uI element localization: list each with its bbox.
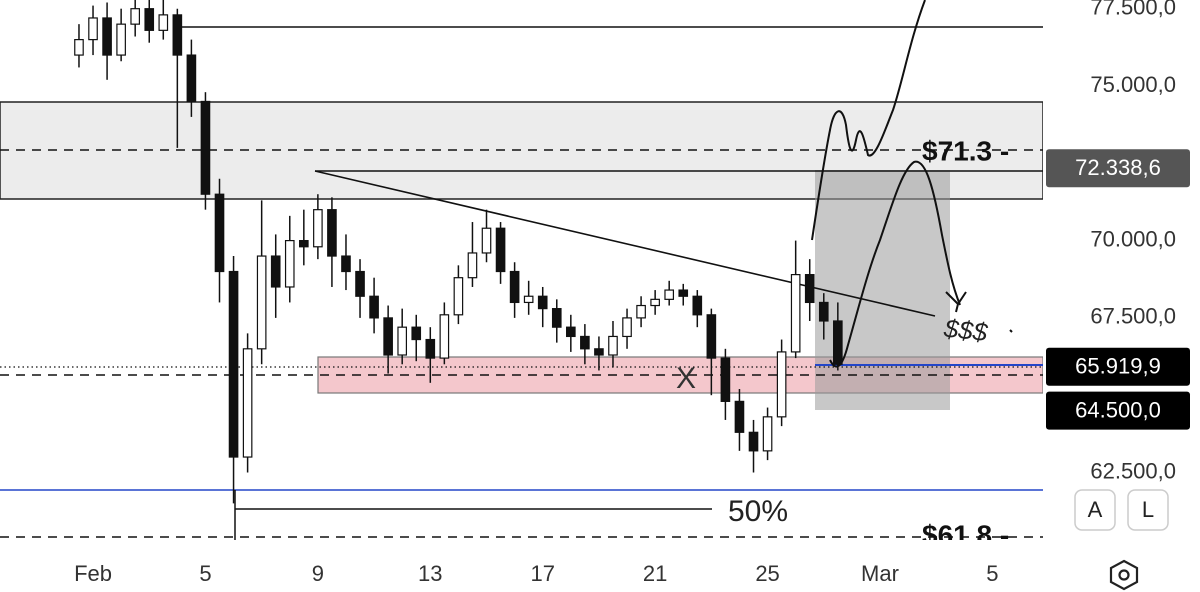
scale-button-label[interactable]: L bbox=[1142, 497, 1154, 522]
x-tick-label: 17 bbox=[530, 561, 554, 586]
y-tick-label: 77.500,0 bbox=[1090, 0, 1176, 20]
plot-area: $71.3 - $61.8 - 50% X $$$ bbox=[0, 0, 1043, 550]
x-tick-label: 5 bbox=[986, 561, 998, 586]
candle-body bbox=[790, 274, 801, 353]
candle-body bbox=[327, 209, 337, 257]
candle-body bbox=[284, 239, 295, 288]
candle-body bbox=[172, 14, 183, 56]
candle-body bbox=[776, 351, 787, 418]
projection-box bbox=[815, 170, 950, 410]
candle-body bbox=[88, 17, 98, 41]
candle-body bbox=[678, 289, 689, 297]
annotations: $71.3 - $61.8 - 50% X $$$ bbox=[676, 135, 1009, 550]
candle-body bbox=[748, 431, 759, 452]
hand-drawn-path bbox=[811, 0, 926, 241]
hand-drawn-dot bbox=[1009, 329, 1013, 333]
candle-body bbox=[664, 289, 675, 300]
candle-body bbox=[453, 277, 464, 316]
y-tick-label: 62.500,0 bbox=[1090, 458, 1176, 483]
candle-body bbox=[228, 270, 239, 458]
x-tick-label: 9 bbox=[312, 561, 324, 586]
price-label: 64.500,0 bbox=[1075, 397, 1161, 422]
candle-body bbox=[369, 295, 379, 319]
candle-body bbox=[425, 338, 436, 359]
y-tick-label: 75.000,0 bbox=[1090, 72, 1176, 97]
candle-body bbox=[158, 14, 169, 31]
trend-line bbox=[314, 170, 936, 317]
candle-body bbox=[481, 227, 492, 254]
candle-body bbox=[636, 304, 646, 319]
price-label-box bbox=[1046, 391, 1190, 430]
annotation: X bbox=[676, 362, 696, 395]
candle-body bbox=[580, 335, 590, 350]
candle-body bbox=[439, 314, 450, 359]
annotation: $$$ bbox=[942, 313, 990, 348]
candle-body bbox=[566, 326, 576, 338]
y-axis: 77.500,0 75.000,0 70.000,0 67.500,0 62.500,0… bbox=[1046, 0, 1190, 483]
x-tick-label: 25 bbox=[755, 561, 779, 586]
candle-body bbox=[734, 400, 745, 433]
candle-body bbox=[397, 326, 408, 356]
candle-body bbox=[102, 17, 112, 56]
candle-body bbox=[537, 295, 548, 310]
scale-button[interactable] bbox=[1127, 489, 1169, 531]
hand-drawn-mark bbox=[945, 291, 967, 313]
candle-body bbox=[270, 255, 281, 288]
candle-body bbox=[144, 8, 155, 31]
x-tick-label: 21 bbox=[643, 561, 667, 586]
annotation: 50% bbox=[728, 495, 788, 528]
price-label-box bbox=[1046, 347, 1190, 386]
candle-body bbox=[200, 100, 211, 195]
x-tick-label: Feb bbox=[74, 561, 112, 586]
candle-body bbox=[341, 255, 351, 273]
candle-body bbox=[186, 54, 197, 103]
candle-body bbox=[818, 301, 829, 322]
scale-button[interactable] bbox=[1074, 489, 1116, 531]
candle-body bbox=[762, 416, 773, 452]
x-tick-label: 13 bbox=[418, 561, 442, 586]
candle-body bbox=[467, 252, 478, 279]
candle-body bbox=[313, 209, 323, 248]
y-tick-label: 67.500,0 bbox=[1090, 304, 1176, 329]
candle-body bbox=[720, 357, 731, 402]
candle-body bbox=[256, 255, 267, 350]
annotation: $71.3 - bbox=[922, 135, 1009, 166]
candle-body bbox=[833, 320, 843, 365]
candle-body bbox=[383, 317, 393, 356]
candle-body bbox=[130, 8, 141, 25]
candle-body bbox=[622, 317, 632, 338]
price-label: 65.919,9 bbox=[1075, 354, 1161, 379]
y-tick-label: 70.000,0 bbox=[1090, 226, 1176, 251]
candles bbox=[74, 0, 843, 504]
hand-drawn-path bbox=[829, 160, 961, 368]
candle-body bbox=[299, 239, 309, 248]
candle-body bbox=[650, 298, 660, 307]
scale-button-label[interactable]: A bbox=[1088, 497, 1103, 522]
candle-body bbox=[594, 348, 604, 356]
candle-body bbox=[608, 335, 618, 356]
settings-icon[interactable] bbox=[1109, 559, 1139, 591]
x-axis: Feb 5 9 13 17 21 25 Mar 5 bbox=[74, 561, 998, 586]
candle-body bbox=[214, 193, 225, 273]
candle-body bbox=[509, 270, 520, 304]
candle-body bbox=[355, 270, 365, 297]
price-label: 72.338,6 bbox=[1075, 155, 1161, 180]
price-label-box bbox=[1046, 149, 1190, 188]
candle-body bbox=[523, 295, 534, 304]
annotation: $61.8 - bbox=[922, 519, 1009, 550]
candle-body bbox=[411, 326, 422, 341]
candle-body bbox=[495, 227, 506, 273]
candle-body bbox=[116, 23, 126, 56]
candle-body bbox=[706, 314, 717, 359]
candle-body bbox=[551, 308, 562, 328]
candle-body bbox=[804, 274, 815, 304]
x-tick-label: 5 bbox=[199, 561, 211, 586]
candle-body bbox=[242, 348, 253, 458]
candle-body bbox=[74, 39, 84, 56]
x-tick-label: Mar bbox=[861, 561, 899, 586]
candle-body bbox=[692, 295, 703, 316]
